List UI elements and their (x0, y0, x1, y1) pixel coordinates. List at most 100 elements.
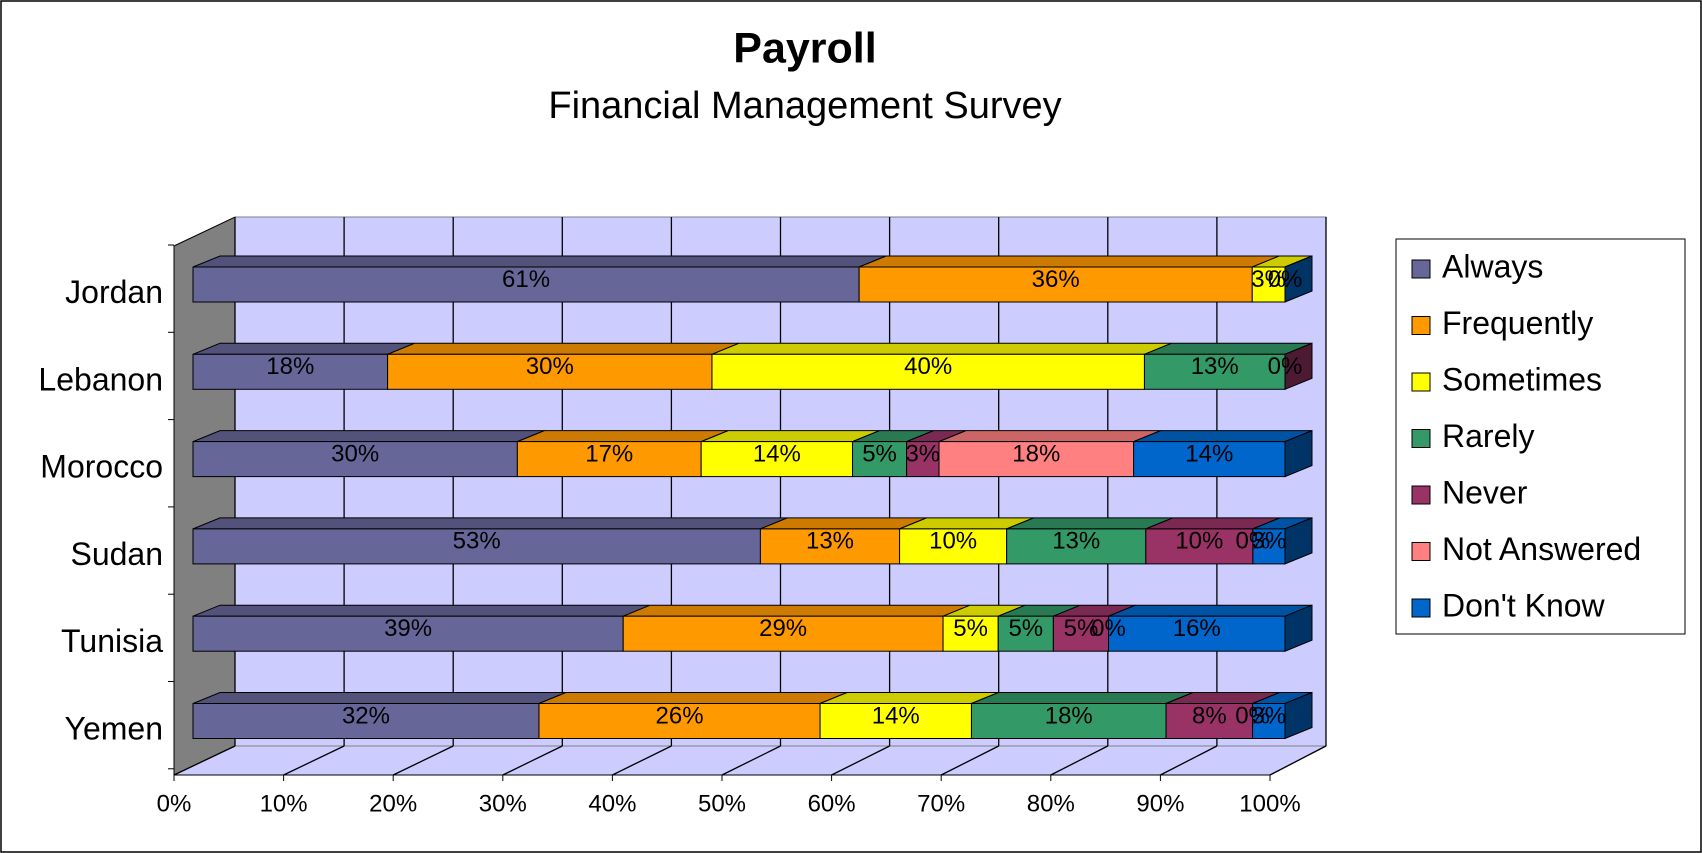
x-tick-label: 40% (588, 790, 636, 817)
data-label: 32% (342, 702, 390, 729)
chart-subtitle: Financial Management Survey (548, 85, 1061, 127)
data-label: 13% (1191, 353, 1239, 380)
y-tick-label: Lebanon (38, 361, 163, 397)
data-label: 14% (753, 440, 801, 467)
legend-swatch (1411, 429, 1431, 448)
bar (1165, 703, 1254, 739)
floor-grid-line (502, 745, 563, 776)
legend-swatch (1411, 485, 1431, 505)
legend-label: Not Answered (1442, 531, 1641, 567)
bar (858, 266, 1253, 303)
data-label: 5% (953, 615, 988, 642)
bar (538, 703, 821, 739)
x-tick-label: 30% (479, 790, 527, 817)
data-label: 30% (526, 353, 574, 380)
data-label: 18% (1012, 440, 1060, 467)
data-label: 5% (1064, 615, 1099, 642)
data-label: 3% (1251, 702, 1286, 729)
data-label: 5% (1008, 615, 1043, 642)
legend-swatch (1411, 316, 1431, 335)
bar-end (1284, 342, 1313, 391)
bar-end (1284, 517, 1313, 565)
legend-swatch (1411, 542, 1431, 561)
bar (970, 703, 1167, 739)
bar-end (1284, 429, 1313, 478)
chart-title: Payroll (733, 24, 876, 72)
data-label: 14% (872, 702, 920, 729)
x-tick-label: 20% (369, 790, 417, 817)
bar-end (1284, 691, 1313, 740)
legend-box (1395, 238, 1686, 635)
data-label: 0% (1268, 353, 1303, 380)
floor-grid-line (940, 745, 999, 776)
legend-label: Never (1442, 474, 1528, 510)
legend-label: Don't Know (1442, 587, 1606, 623)
data-label: 0% (1268, 266, 1303, 293)
data-label: 29% (759, 615, 807, 642)
data-label: 16% (1173, 615, 1221, 642)
data-label: 10% (1175, 528, 1223, 555)
floor-grid-line (1160, 745, 1218, 776)
floor-grid-line (173, 745, 236, 776)
x-tick-label: 80% (1027, 790, 1075, 817)
data-label: 18% (1045, 702, 1093, 729)
y-tick-label: Tunisia (61, 623, 163, 659)
data-label: 5% (862, 440, 897, 467)
data-label: 3% (1252, 528, 1287, 555)
x-tick-label: 100% (1239, 790, 1300, 817)
data-label: 53% (453, 528, 501, 555)
bar (516, 441, 702, 478)
x-tick-label: 60% (808, 790, 856, 817)
data-label: 0% (1235, 702, 1270, 729)
floor-grid-line (612, 745, 672, 776)
x-tick-label: 0% (157, 790, 192, 817)
data-label: 40% (904, 353, 952, 380)
bar (1108, 615, 1286, 652)
legend-swatch (1411, 259, 1431, 279)
bar (1252, 528, 1286, 565)
bar-end (1284, 255, 1313, 303)
bar (1145, 528, 1254, 565)
data-label: 3% (905, 440, 940, 467)
bar (1133, 441, 1286, 478)
data-label: 10% (929, 528, 977, 555)
data-label: 39% (384, 615, 432, 642)
bar (906, 441, 940, 478)
x-tick-label: 10% (260, 790, 308, 817)
data-label: 3% (1251, 266, 1286, 293)
data-label: 0% (1091, 615, 1126, 642)
bar (192, 528, 761, 565)
y-tick-label: Sudan (70, 536, 163, 572)
bar (387, 353, 713, 390)
x-tick-label: 50% (698, 790, 746, 817)
bar (622, 615, 944, 652)
legend-label: Frequently (1442, 305, 1593, 341)
bar (852, 441, 908, 478)
y-tick-label: Morocco (40, 449, 163, 485)
floor-grid-line (1269, 745, 1327, 776)
floor-grid-line (831, 745, 890, 776)
data-label: 61% (502, 266, 550, 293)
data-label: 18% (266, 353, 314, 380)
data-label: 17% (585, 440, 633, 467)
bar (192, 441, 518, 478)
x-tick-label: 70% (917, 790, 965, 817)
x-tick-label: 90% (1136, 790, 1184, 817)
bar (942, 615, 999, 652)
bar-end (1284, 604, 1313, 652)
bar (1252, 703, 1286, 739)
data-label: 13% (806, 528, 854, 555)
legend-swatch (1411, 372, 1431, 392)
data-label: 36% (1032, 266, 1080, 293)
bar (819, 703, 972, 739)
data-label: 8% (1192, 702, 1227, 729)
bar (1006, 528, 1147, 565)
bar (192, 615, 624, 652)
bar (192, 266, 860, 303)
legend-label: Sometimes (1442, 361, 1602, 397)
floor-grid-line (283, 745, 345, 776)
data-label: 30% (331, 440, 379, 467)
data-label: 26% (656, 702, 704, 729)
bar (759, 528, 901, 565)
